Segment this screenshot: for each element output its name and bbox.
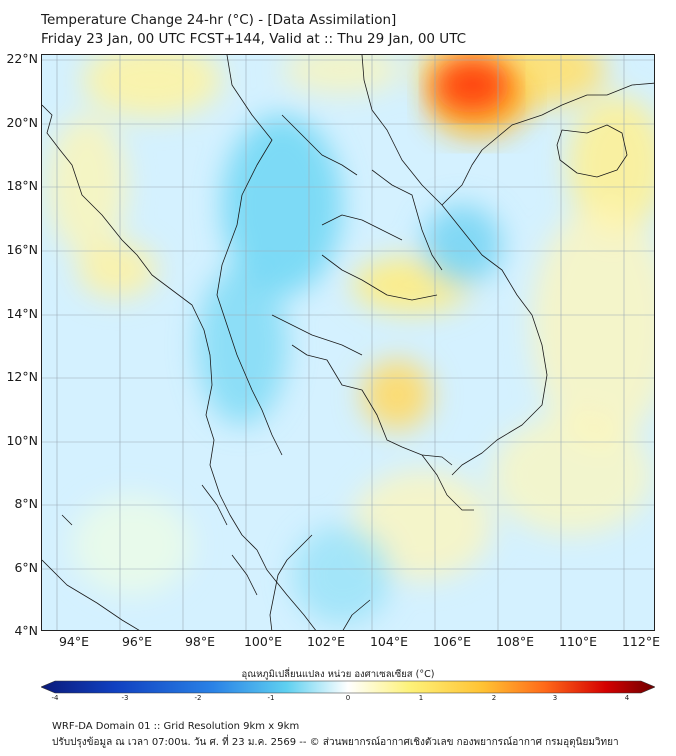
lon-label: 110°E (558, 634, 597, 649)
lat-label: 10°N (6, 433, 38, 448)
colorbar-tick: 4 (624, 694, 630, 702)
footer-credit: ปรับปรุงข้อมูล ณ เวลา 07:00น. วัน ศ. ที่… (52, 737, 619, 748)
temperature-change-map[interactable] (41, 54, 655, 631)
lon-label: 100°E (243, 634, 282, 649)
colorbar-tick: 3 (552, 694, 558, 702)
lat-label: 22°N (6, 51, 38, 66)
lat-label: 16°N (6, 242, 38, 257)
colorbar-tick: -4 (51, 694, 59, 702)
footer-model-info: WRF-DA Domain 01 :: Grid Resolution 9km … (52, 721, 300, 732)
lon-label: 108°E (495, 634, 534, 649)
colorbar-tick: -3 (121, 694, 129, 702)
lat-label: 4°N (14, 623, 38, 638)
colorbar (40, 679, 656, 694)
lon-label: 112°E (621, 634, 660, 649)
lon-label: 96°E (121, 634, 153, 649)
lon-label: 106°E (432, 634, 471, 649)
colorbar-tick: 1 (418, 694, 424, 702)
colorbar-tick: -2 (194, 694, 202, 702)
colorbar-tick: 0 (345, 694, 351, 702)
lon-label: 94°E (58, 634, 90, 649)
lat-label: 6°N (14, 560, 38, 575)
colorbar-tick: 2 (491, 694, 497, 702)
colorbar-tick: -1 (267, 694, 275, 702)
colorbar-title: อุณหภูมิเปลี่ยนแปลง หน่วย องศาเซลเซียส (… (241, 669, 435, 680)
lon-label: 102°E (306, 634, 345, 649)
lat-label: 14°N (6, 306, 38, 321)
lat-label: 8°N (14, 496, 38, 511)
lon-label: 104°E (369, 634, 408, 649)
map-title: Temperature Change 24-hr (°C) - [Data As… (41, 11, 466, 49)
lat-label: 12°N (6, 369, 38, 384)
title-line-2: Friday 23 Jan, 00 UTC FCST+144, Valid at… (41, 31, 467, 47)
lat-label: 18°N (6, 178, 38, 193)
title-line-1: Temperature Change 24-hr (°C) - [Data As… (41, 12, 397, 28)
lat-label: 20°N (6, 115, 38, 130)
lon-label: 98°E (184, 634, 216, 649)
